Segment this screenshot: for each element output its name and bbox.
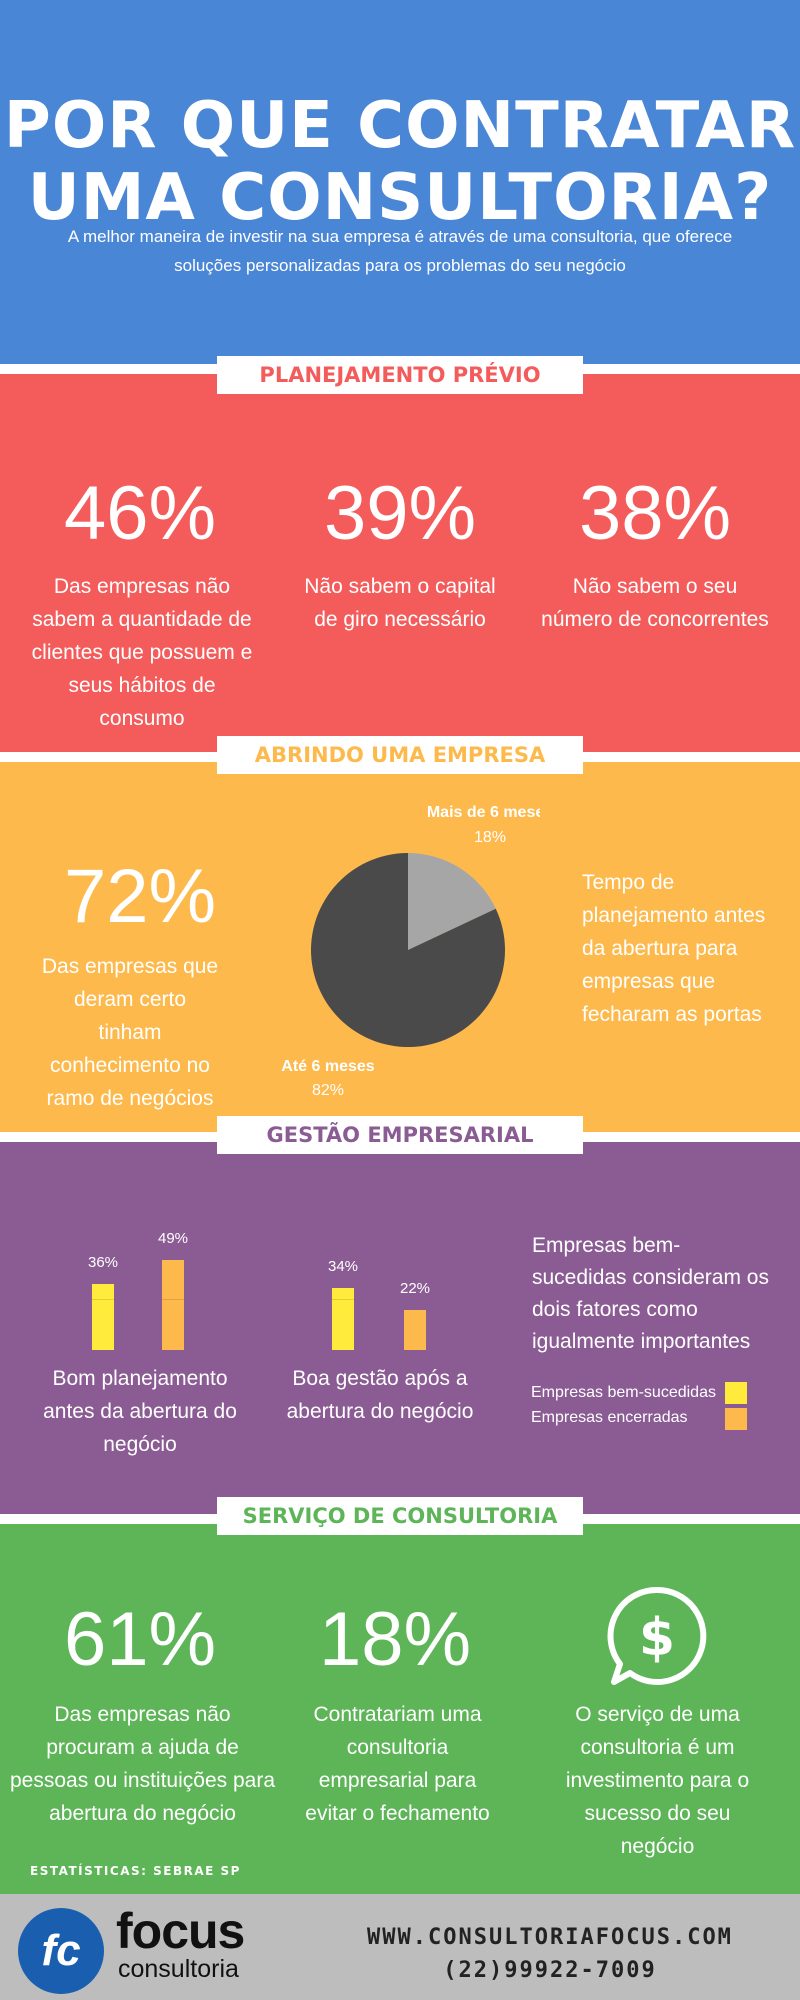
bar-value-label: 34% [327,1257,359,1275]
legend-swatch [725,1408,747,1430]
stat-value: 46% [63,471,217,556]
section-gestao [0,1142,800,1514]
stat-text: Das empresas não sabem a quantidade de c… [31,575,253,730]
bar-group-label: Boa gestão após a abertura do negócio [286,1367,474,1423]
footer [0,1894,800,2000]
pie-slice-label: Até 6 meses [281,1058,374,1075]
pie-slice [310,853,505,1047]
stat-value: 38% [578,471,732,556]
stat-text: Contratariam uma consultoria empresarial… [305,1703,490,1825]
page-subtitle: A melhor maneira de investir na sua empr… [67,227,733,275]
legend-item: Empresas bem-sucedidas [531,1384,716,1401]
section-servico [0,1524,800,1894]
logo-name: focus [116,1903,245,1959]
icon-text: O serviço de uma consultoria é um invest… [565,1703,750,1858]
bar-value-label: 36% [87,1253,119,1271]
stat-value: 18% [318,1597,472,1682]
logo-mark [18,1908,104,1994]
legend-item: Empresas encerradas [531,1409,688,1426]
bar [404,1309,426,1350]
bar [162,1260,184,1350]
bar-group-label: Bom planejamento antes da abertura do ne… [43,1367,237,1456]
stat-value: 72% [63,854,217,939]
legend-swatch [725,1382,747,1404]
header-banner [0,0,800,364]
section-label-gestao: GESTÃO EMPRESARIAL [217,1116,583,1154]
stat-value: 39% [323,471,477,556]
bar-chart: 36% 49% 34% 22% [0,1200,500,1360]
bar-value-label: 49% [157,1230,189,1247]
stat-text: Não sabem o seu número de concorrentes [541,575,769,631]
page-title: POR QUE CONTRATAR UMA CONSULTORIA? [3,89,797,235]
section-label-planejamento: PLANEJAMENTO PRÉVIO [217,356,583,394]
pie-description: Tempo de planejamento antes da abertura … [582,871,766,1026]
pie-value-label: 82% [312,1082,344,1099]
pie-slice [408,853,496,950]
footer-url[interactable]: WWW.CONSULTORIAFOCUS.COM [367,1925,733,1950]
dollar-speech-bubble-icon: $ [607,1586,707,1685]
logo-mark-text: fc [41,1926,81,1975]
bar [92,1283,114,1350]
gestao-description: Empresas bem-sucedidas consideram os doi… [532,1234,769,1353]
pie-value-label: 18% [474,829,506,846]
stat-text: Não sabem o capital de giro necessário [304,575,496,631]
pie-slice-label: Mais de 6 meses [427,804,540,821]
footer-phone: (22)99922-7009 [443,1958,657,1983]
svg-text:$: $ [639,1608,675,1668]
source-note: ESTATÍSTICAS: SEBRAE SP [30,1864,241,1878]
stat-text: Das empresas não procuram a ajuda de pes… [10,1703,275,1825]
section-label-abrindo: ABRINDO UMA EMPRESA [217,736,583,774]
section-planejamento [0,374,800,752]
bar-value-label: 22% [399,1279,431,1297]
stat-value: 61% [63,1597,217,1682]
pie-chart: Mais de 6 meses 18% Até 6 meses 82% [281,804,540,1099]
bar [332,1287,354,1350]
logo-subtitle: consultoria [118,1955,239,1983]
stat-text: Das empresas que deram certo tinham conh… [41,955,219,1110]
section-label-servico: SERVIÇO DE CONSULTORIA [217,1497,583,1535]
